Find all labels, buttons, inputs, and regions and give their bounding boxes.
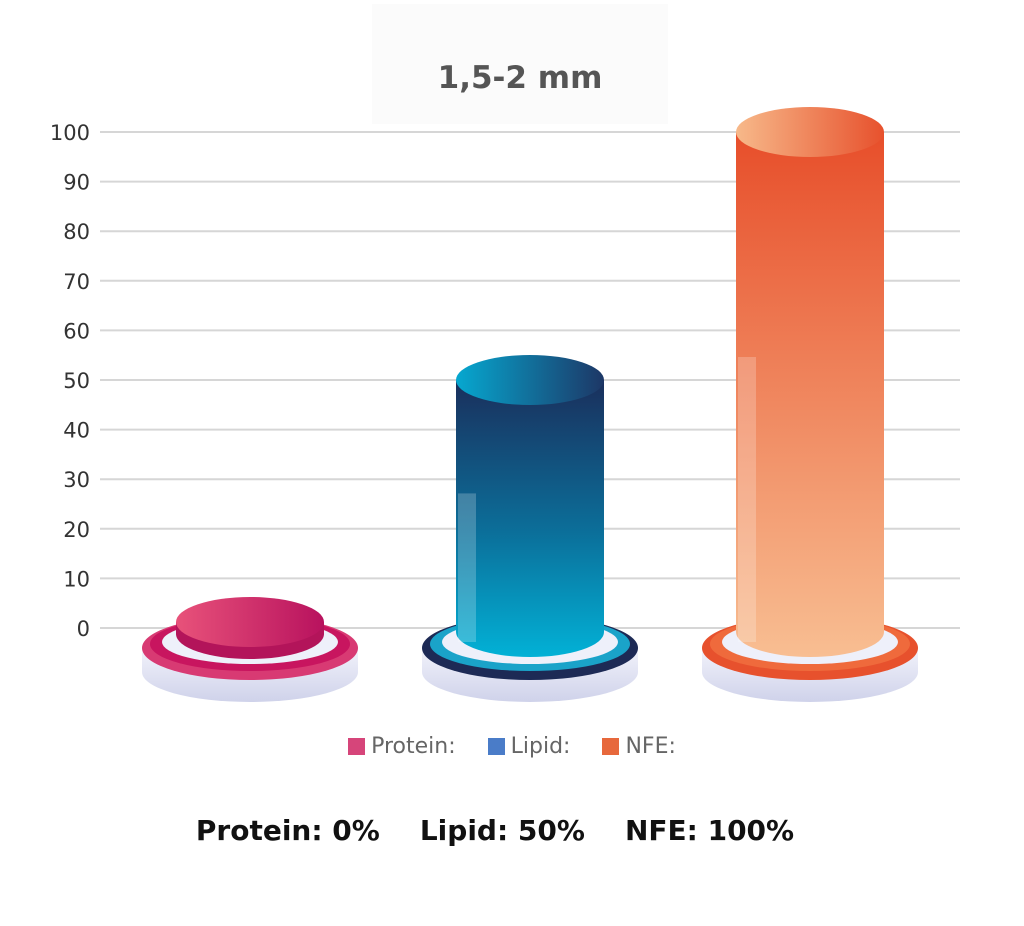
bar-top-protein [176,597,324,647]
legend-item-nfe[interactable]: NFE: [602,734,675,759]
legend-label-protein: Protein: [371,734,456,759]
legend-item-protein[interactable]: Protein: [348,734,456,759]
bar-highlight-lipid [458,493,476,642]
summary-lipid-name: Lipid: [420,814,508,847]
legend-swatch-lipid [488,738,505,755]
y-tick-label-100: 100 [50,121,90,145]
summary-protein: Protein: 0% [196,814,380,847]
bar-protein[interactable] [142,597,358,702]
legend-label-nfe: NFE: [625,734,675,759]
y-tick-label-30: 30 [63,468,90,492]
summary-lipid: Lipid: 50% [420,814,585,847]
y-tick-label-80: 80 [63,220,90,244]
y-tick-label-0: 0 [77,617,90,641]
summary-nfe: NFE: 100% [625,814,794,847]
summary-lipid-value: 50% [518,814,585,847]
summary-protein-value: 0% [332,814,380,847]
summary-nfe-name: NFE: [625,814,698,847]
y-tick-label-10: 10 [63,567,90,591]
legend-swatch-protein [348,738,365,755]
bar-highlight-nfe [738,357,756,642]
y-tick-label-20: 20 [63,518,90,542]
summary-nfe-value: 100% [708,814,795,847]
bar-top-nfe [736,107,884,157]
legend-label-lipid: Lipid: [511,734,571,759]
y-tick-label-40: 40 [63,419,90,443]
legend-item-lipid[interactable]: Lipid: [488,734,571,759]
bar-body-lipid [456,380,604,657]
y-tick-label-50: 50 [63,369,90,393]
bar-nfe[interactable] [702,107,918,702]
legend: Protein: Lipid: NFE: [0,734,1024,759]
y-tick-label-60: 60 [63,319,90,343]
legend-swatch-nfe [602,738,619,755]
bar-body-nfe [736,132,884,657]
bar-top-lipid [456,355,604,405]
summary-line: Protein: 0% Lipid: 50% NFE: 100% [0,814,990,847]
summary-protein-name: Protein: [196,814,323,847]
y-tick-label-70: 70 [63,270,90,294]
y-tick-label-90: 90 [63,171,90,195]
